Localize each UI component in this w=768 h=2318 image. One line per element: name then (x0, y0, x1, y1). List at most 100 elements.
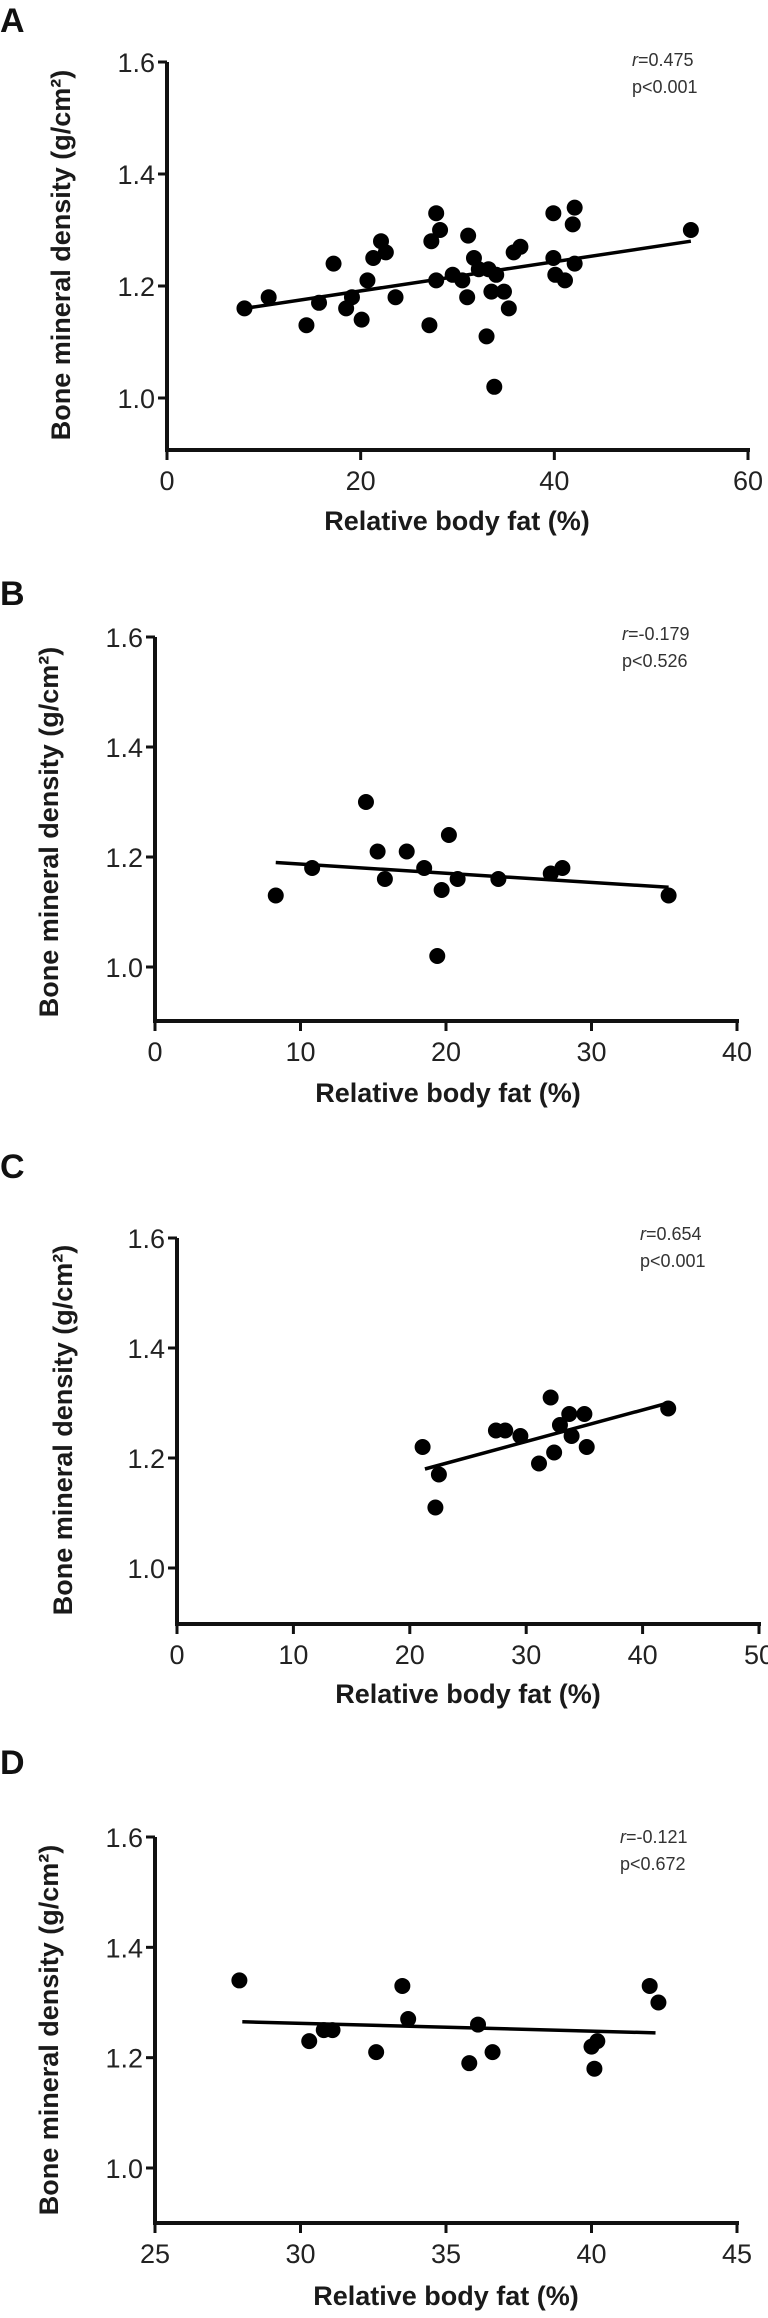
x-tick-label: 40 (628, 1640, 658, 1670)
x-axis-title: Relative body fat (%) (324, 506, 590, 536)
y-tick-label: 1.0 (105, 2154, 143, 2184)
data-point (566, 255, 583, 272)
data-point (267, 887, 284, 904)
x-axis-title: Relative body fat (%) (313, 2281, 579, 2311)
regression-line (275, 860, 669, 889)
data-point (400, 2011, 417, 2028)
y-tick-label: 1.2 (105, 843, 143, 873)
y-tick-label: 1.2 (127, 1444, 165, 1474)
data-point (394, 1977, 411, 1994)
panel-d: D Bone mineral density (g/cm²) Relative … (0, 1744, 752, 2311)
x-tick-label: 0 (169, 1640, 184, 1670)
data-point (589, 2033, 606, 2050)
data-point (561, 1406, 578, 1422)
x-tick-label: 50 (744, 1640, 768, 1670)
r-value: =0.654 (646, 1224, 702, 1244)
data-point (641, 1977, 658, 1994)
data-point (423, 233, 440, 250)
y-tick-label: 1.0 (105, 953, 143, 983)
data-point (500, 300, 517, 317)
data-point (554, 860, 571, 876)
y-tick-label: 1.2 (117, 272, 155, 302)
data-point (564, 216, 581, 233)
x-tick-label: 10 (285, 1037, 315, 1067)
x-axis-title: Relative body fat (%) (315, 1078, 581, 1108)
data-point (357, 794, 374, 810)
panel-b: B Bone mineral density (g/cm²) Relative … (0, 575, 752, 1108)
data-point (483, 283, 500, 300)
data-point (545, 205, 562, 222)
data-point (566, 199, 583, 216)
data-point (460, 227, 477, 244)
data-point (563, 1428, 580, 1444)
data-point (369, 843, 386, 860)
data-point (512, 238, 529, 255)
y-tick-label: 1.4 (105, 733, 143, 763)
y-tick-label: 1.0 (127, 1554, 165, 1584)
data-point (298, 317, 315, 334)
x-tick-label: 20 (346, 466, 376, 496)
data-point (365, 250, 382, 266)
r-symbol: r (622, 624, 629, 644)
regression-line (242, 2020, 656, 2035)
data-point (377, 244, 394, 261)
data-point (470, 2016, 487, 2033)
data-point (430, 1466, 447, 1483)
data-point (576, 1406, 593, 1422)
data-point (376, 871, 393, 887)
y-tick-label: 1.6 (127, 1224, 165, 1254)
data-point (461, 2055, 478, 2072)
data-point (432, 222, 449, 238)
data-point (427, 1499, 444, 1516)
p-annotation: p<0.672 (620, 1854, 686, 1874)
data-point (343, 289, 360, 306)
data-point (531, 1455, 548, 1472)
data-point (236, 300, 253, 317)
data-point (459, 289, 476, 306)
x-tick-label: 20 (431, 1037, 461, 1067)
x-tick-label: 20 (395, 1640, 425, 1670)
regression-line (424, 1401, 669, 1471)
data-point (304, 860, 321, 876)
y-axis-title: Bone mineral density (g/cm²) (48, 1245, 78, 1616)
data-point (486, 378, 503, 395)
x-tick-label: 10 (278, 1640, 308, 1670)
x-tick-label: 60 (733, 466, 763, 496)
y-axis-title: Bone mineral density (g/cm²) (34, 647, 64, 1018)
panel-letter: B (0, 575, 25, 613)
data-point (545, 250, 562, 266)
data-point (495, 283, 512, 300)
x-axis-title: Relative body fat (%) (335, 1679, 601, 1709)
y-tick-label: 1.0 (117, 384, 155, 414)
y-axis-title: Bone mineral density (g/cm²) (46, 70, 76, 441)
p-annotation: p<0.001 (632, 77, 698, 97)
y-tick-label: 1.2 (105, 2044, 143, 2074)
y-axis-title: Bone mineral density (g/cm²) (34, 1845, 64, 2216)
data-point (449, 871, 466, 887)
x-tick-label: 0 (159, 466, 174, 496)
y-tick-label: 1.6 (105, 1823, 143, 1853)
panel-letter: D (0, 1744, 25, 1782)
data-point (325, 255, 342, 272)
x-tick-label: 25 (140, 2239, 170, 2269)
y-tick-label: 1.4 (127, 1334, 165, 1364)
data-point (660, 1400, 677, 1417)
data-point (231, 1972, 248, 1989)
data-point (551, 1417, 568, 1433)
x-tick-label: 45 (722, 2239, 752, 2269)
data-point (578, 1439, 595, 1455)
data-point (440, 827, 457, 843)
r-value: =-0.121 (626, 1827, 688, 1847)
data-point (478, 328, 495, 345)
panel-letter: A (0, 2, 25, 40)
y-tick-label: 1.4 (105, 1933, 143, 1963)
data-point (556, 272, 573, 289)
data-point (428, 272, 445, 289)
r-symbol: r (640, 1224, 647, 1244)
x-tick-label: 40 (576, 2239, 606, 2269)
data-point (682, 222, 699, 238)
data-point (542, 1389, 559, 1406)
panel-a: A Bone mineral density (g/cm²) Relative … (0, 2, 763, 536)
x-tick-label: 30 (576, 1037, 606, 1067)
